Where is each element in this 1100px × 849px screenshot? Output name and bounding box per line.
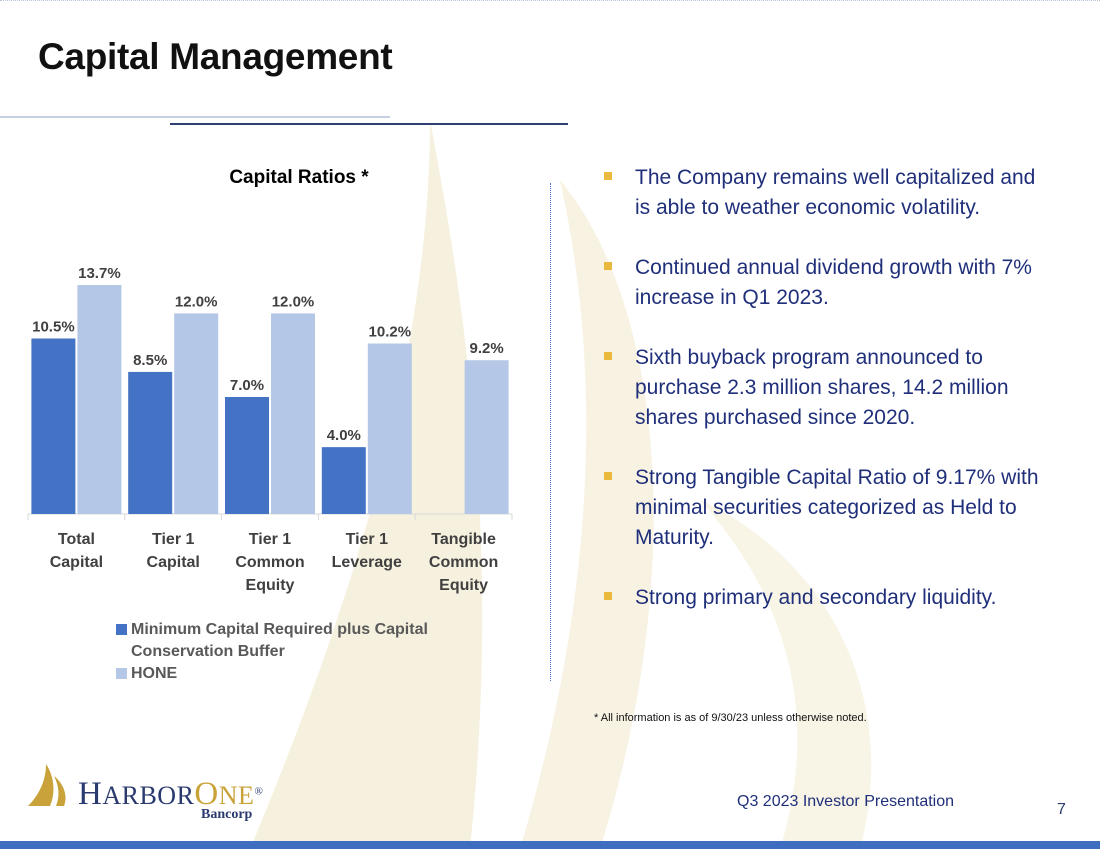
bar-hone [367,343,412,514]
data-label: 8.5% [133,352,167,369]
legend-label-minimum: Minimum Capital Required plus Capital Co… [131,621,428,660]
legend-label-hone: HONE [131,665,178,682]
capital-ratios-chart: Capital Ratios * 10.5% 13.7% Total Capital 8… [27,167,513,594]
column-divider [550,183,551,681]
data-label: 7.0% [230,377,264,394]
footer-presentation-label: Q3 2023 Investor Presentation [737,793,955,810]
bar-minimum [128,371,173,514]
bullet-marker-icon [604,472,612,480]
x-tick-label: Tier 1 [249,531,292,548]
bullet-item: Continued annual dividend growth with 7%… [600,253,1040,313]
x-tick-label: Tier 1 [152,531,195,548]
bullet-item: The Company remains well capitalized and… [600,163,1040,223]
bullet-marker-icon [604,592,612,600]
x-tick-label: Common [235,554,304,571]
x-tick-label: Common [429,554,498,571]
x-tick-label: Total [58,531,95,548]
x-tick-label: Tangible [431,531,496,548]
x-tick-label: Equity [246,577,295,594]
bar-hone [174,313,219,514]
x-tick-label: Leverage [332,554,402,571]
bar-minimum [225,397,269,514]
x-tick-label: Capital [50,554,103,571]
data-label: 10.2% [369,324,412,341]
bullet-text: Sixth buyback program announced to purch… [635,346,1009,429]
bullet-text: Strong Tangible Capital Ratio of 9.17% w… [635,466,1039,549]
data-label: 10.5% [32,319,75,336]
bullet-text: Strong primary and secondary liquidity. [635,586,997,609]
bullet-marker-icon [604,262,612,270]
data-label: 13.7% [78,265,121,282]
bar-hone [271,313,315,514]
bullet-item: Strong Tangible Capital Ratio of 9.17% w… [600,463,1040,553]
x-tick-label: Equity [439,577,488,594]
title-underline-light [0,116,390,118]
bullet-text: Continued annual dividend growth with 7%… [635,256,1032,309]
bullet-text: The Company remains well capitalized and… [635,166,1036,219]
sail-logo-icon [28,764,66,806]
chart-legend: Minimum Capital Required plus Capital Co… [116,619,461,685]
harborone-logo: HARBORONE® Bancorp [26,762,286,827]
page-title: Capital Management [38,36,393,77]
bar-hone [464,360,509,514]
x-tick-label: Tier 1 [346,531,389,548]
legend-item-hone: HONE [116,663,461,685]
logo-wordmark: HARBORONE® [78,776,264,812]
data-label: 4.0% [327,427,361,444]
logo-subtitle: Bancorp [201,807,253,822]
bullet-marker-icon [604,352,612,360]
footnote: * All information is as of 9/30/23 unles… [594,712,867,724]
chart-title: Capital Ratios * [229,167,369,188]
bar-minimum [321,447,366,514]
bar-hone [77,285,122,514]
x-tick-label: Capital [147,554,200,571]
bullet-list: The Company remains well capitalized and… [600,163,1040,643]
bar-minimum [31,338,76,514]
legend-item-minimum: Minimum Capital Required plus Capital Co… [116,619,461,663]
legend-swatch-minimum [116,624,127,635]
data-label: 12.0% [175,293,218,310]
bullet-item: Strong primary and secondary liquidity. [600,583,1040,613]
bullet-item: Sixth buyback program announced to purch… [600,343,1040,433]
data-label: 12.0% [272,293,315,310]
legend-swatch-hone [116,668,127,679]
title-underline-dark [170,123,568,125]
page-number: 7 [1057,801,1066,818]
data-label: 9.2% [469,340,503,357]
bullet-marker-icon [604,172,612,180]
top-dotted-border [0,0,1100,1]
bottom-accent-bar [0,841,1100,849]
